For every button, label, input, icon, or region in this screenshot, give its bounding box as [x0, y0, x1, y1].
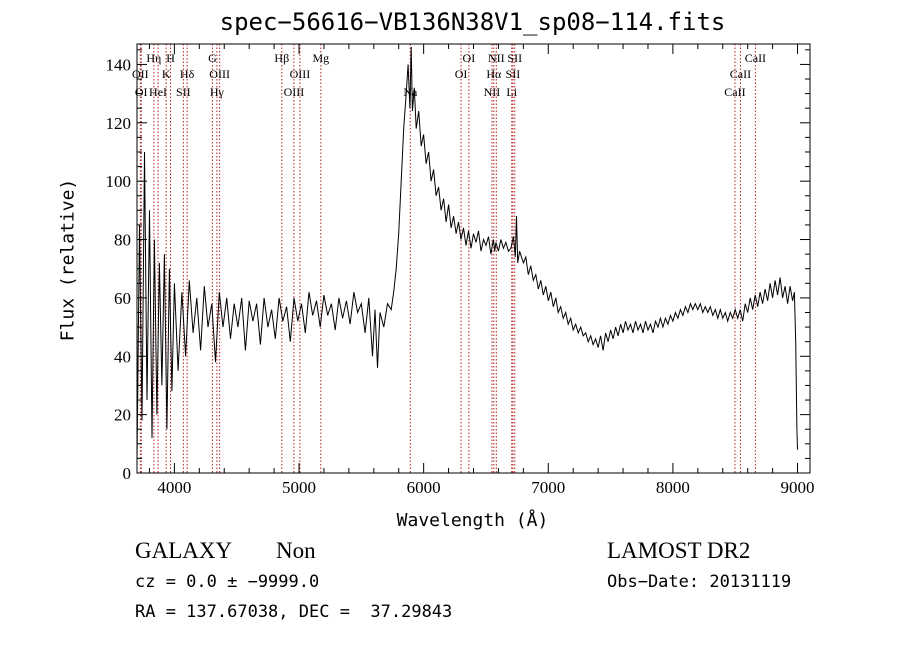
line-marker-label: Hγ: [210, 85, 225, 99]
line-marker-label: SII: [506, 67, 521, 81]
line-marker-label: Hα: [486, 67, 502, 81]
ra-dec: RA = 137.67038, DEC = 37.29843: [135, 602, 453, 622]
line-marker-label: OI: [135, 85, 148, 99]
redshift-line: cz = 0.0 ± −9999.0: [135, 572, 320, 592]
y-tick-label: 140: [106, 55, 132, 74]
chart-title: spec−56616−VB136N38V1_sp08−114.fits: [219, 8, 726, 36]
line-marker-label: Hβ: [274, 51, 289, 65]
line-marker-label: G: [208, 51, 217, 65]
line-marker-label: OIII: [284, 85, 305, 99]
line-marker-label: Hδ: [180, 67, 195, 81]
line-marker-label: OIII: [209, 67, 230, 81]
line-marker-label: Na: [403, 85, 418, 99]
line-marker-label: K: [162, 67, 171, 81]
x-axis-label: Wavelength (Å): [396, 510, 549, 531]
y-axis-label: Flux (relative): [57, 178, 79, 342]
y-tick-label: 80: [114, 231, 131, 250]
line-marker-label: SII: [507, 51, 522, 65]
line-marker-label: NII: [488, 51, 505, 65]
emission-line-markers: [139, 44, 756, 473]
line-marker-label: Li: [506, 85, 517, 99]
y-tick-label: 120: [106, 114, 132, 133]
line-marker-label: CaII: [745, 51, 766, 65]
line-marker-label: Hη: [146, 51, 161, 65]
emission-line-labels: OIIOIHηHeIKHSIIHδGHγOIIIHβOIIIOIIIMgNaOI…: [132, 51, 766, 99]
line-marker-label: CaII: [724, 85, 745, 99]
survey-name: LAMOST DR2: [607, 538, 751, 563]
object-class: GALAXY: [135, 538, 233, 563]
x-tick-label: 7000: [531, 478, 565, 497]
y-tick-label: 100: [106, 172, 132, 191]
object-subclass: Non: [276, 538, 316, 563]
line-marker-label: OII: [132, 67, 149, 81]
line-marker-label: OI: [455, 67, 468, 81]
plot-axes: 4000 5000 6000 7000 8000 9000 0 20 40 60 80 100 120 1…: [106, 43, 815, 497]
line-marker-label: OIII: [290, 67, 311, 81]
y-tick-label: 60: [114, 289, 131, 308]
plot-frame: [136, 43, 811, 474]
x-tick-label: 8000: [656, 478, 690, 497]
y-tick-label: 40: [114, 347, 131, 366]
line-marker-label: NII: [484, 85, 501, 99]
line-marker-label: HeI: [149, 85, 167, 99]
line-marker-label: Mg: [312, 51, 329, 65]
x-tick-label: 4000: [157, 478, 191, 497]
x-tick-label: 5000: [282, 478, 316, 497]
line-marker-label: H: [166, 51, 175, 65]
obs-date: Obs−Date: 20131119: [607, 572, 792, 592]
line-marker-label: SII: [176, 85, 191, 99]
x-tick-label: 6000: [407, 478, 441, 497]
y-tick-label: 20: [114, 406, 131, 425]
flux-series: [136, 46, 798, 462]
line-marker-label: CaII: [730, 67, 751, 81]
line-marker-label: OI: [463, 51, 476, 65]
spectrum-line: [136, 46, 798, 462]
y-tick-label: 0: [123, 464, 132, 483]
x-tick-label: 9000: [781, 478, 815, 497]
